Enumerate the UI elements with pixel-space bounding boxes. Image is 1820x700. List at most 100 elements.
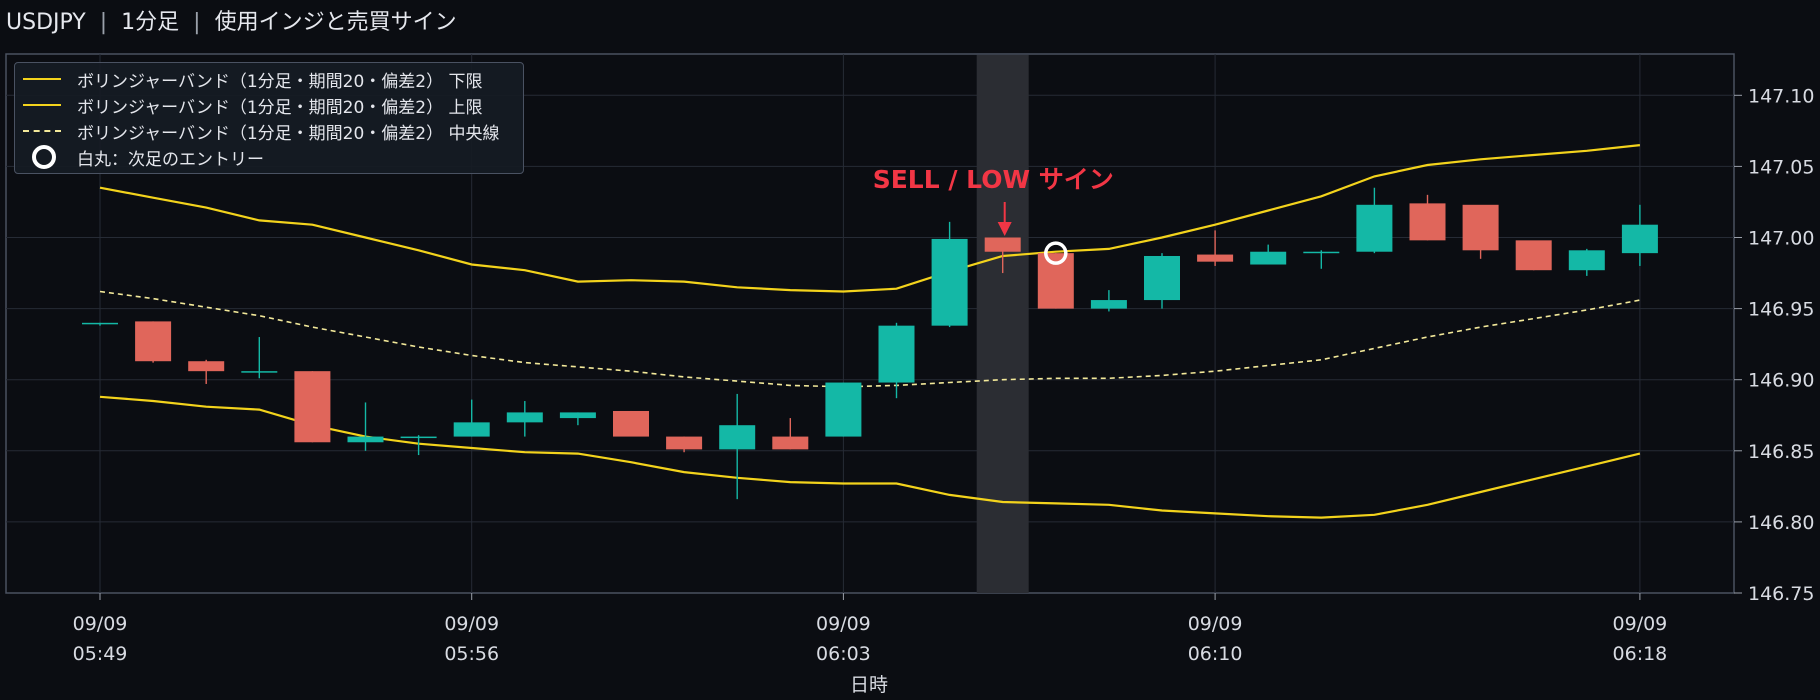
candle [1568,248,1605,276]
candle-body [82,322,118,325]
candle-body [772,436,809,450]
candle-body [453,422,490,437]
candle [1356,187,1393,254]
candle [188,359,225,384]
legend-label: 白丸：次足のエントリー [77,149,264,170]
band-lower-line [99,395,1641,519]
legend-label: ボリンジャーバンド（1分足・期間20・偏差2） 中央線 [77,123,500,144]
x-tick-date: 09/09 [1188,613,1243,635]
candle [666,436,703,453]
candle-body [188,361,225,372]
candle-body [1462,204,1499,251]
legend-item-entry: 白丸：次足のエントリー [23,145,264,170]
chart-header: USDJPY | 1分足 | 使用インジと売買サイン [6,4,457,36]
candle-body [666,436,703,450]
candle-body [347,436,384,443]
candle-body [613,410,649,437]
candle-body [878,325,915,383]
y-tick-label: 146.75 [1748,583,1814,605]
header-separator: | [193,10,201,35]
y-tick-label: 147.00 [1748,228,1814,250]
candle [1462,204,1499,259]
candle [613,410,649,437]
candle [1303,250,1340,269]
candle [506,401,543,437]
candle-body [1197,254,1234,262]
entry-marker [1044,241,1068,265]
x-tick-time: 06:03 [816,643,871,665]
legend-item-upper: ボリンジャーバンド（1分足・期間20・偏差2） 上限 [23,93,483,118]
header-separator: | [99,10,108,35]
x-tick-date: 09/09 [1613,613,1668,635]
legend-label: ボリンジャーバンド（1分足・期間20・偏差2） 上限 [77,97,483,118]
candle-body [825,382,862,437]
candle [1090,290,1127,312]
header-title: 使用インジと売買サイン [214,10,457,35]
candle [931,221,968,328]
y-tick-label: 146.90 [1748,370,1814,392]
candle-body [1356,204,1393,252]
legend-dashed-line-icon [23,130,61,132]
x-tick-time: 05:56 [444,643,499,665]
x-tick-date: 09/09 [73,613,128,635]
legend-line-icon [23,78,61,80]
candle-body [400,436,437,439]
candle-body [294,371,331,443]
legend-item-middle: ボリンジャーバンド（1分足・期間20・偏差2） 中央線 [23,119,500,144]
candle-body [135,321,172,362]
legend-line-icon [23,104,61,106]
x-tick-time: 05:49 [73,643,128,665]
x-axis: 09/09 05:49 09/09 05:56 09/09 06:03 09/09 06:10… [73,593,1668,665]
candle [82,322,118,326]
signal-highlight-band [976,55,1029,593]
candle [1409,194,1446,241]
legend: ボリンジャーバンド（1分足・期間20・偏差2） 下限 ボリンジャーバンド（1分足… [14,62,524,174]
candle [1621,204,1658,266]
candle [453,399,490,437]
bollinger-bands [99,144,1641,519]
white-circle-icon [32,145,56,169]
candle-body [1090,300,1127,309]
candle-body [1250,251,1287,265]
candle [1250,244,1287,265]
candle [241,337,278,379]
candle [1144,253,1180,309]
signal-label: SELL / LOW サイン [873,165,1114,194]
candle-body [719,425,756,450]
y-tick-label: 146.80 [1748,512,1814,534]
signal-arrowhead-icon [997,222,1012,236]
candle-body [559,412,596,419]
band-upper-line [99,144,1641,293]
candle-body [931,238,968,326]
candle [878,322,915,399]
y-axis: 146.75 146.80 146.85 146.90 146.95 147.00 147.… [1734,85,1814,605]
candle [559,412,596,426]
candle [1197,230,1234,266]
candle [825,382,862,437]
candle-body [1621,224,1658,254]
x-tick-date: 09/09 [444,613,499,635]
x-tick-time: 06:18 [1613,643,1668,665]
candle [294,371,331,443]
candle [719,393,756,500]
candle [1515,240,1552,271]
candle-body [1568,250,1605,271]
candle-body [1409,203,1446,241]
candle-body [984,237,1021,252]
y-tick-label: 147.05 [1748,156,1814,178]
x-axis-label: 日時 [850,674,888,696]
candles [82,187,1658,500]
x-tick-time: 06:10 [1188,643,1243,665]
x-tick-date: 09/09 [816,613,871,635]
timeframe-label: 1分足 [121,10,180,35]
legend-item-lower: ボリンジャーバンド（1分足・期間20・偏差2） 下限 [23,67,483,92]
legend-label: ボリンジャーバンド（1分足・期間20・偏差2） 下限 [77,71,483,92]
candle [347,402,384,451]
candle-body [1144,255,1180,301]
candle [135,321,172,363]
candle [772,418,809,450]
candle-body [241,371,278,373]
y-tick-label: 146.95 [1748,299,1814,321]
candle-body [506,412,543,423]
signal-annotation: SELL / LOW サイン [873,165,1114,236]
